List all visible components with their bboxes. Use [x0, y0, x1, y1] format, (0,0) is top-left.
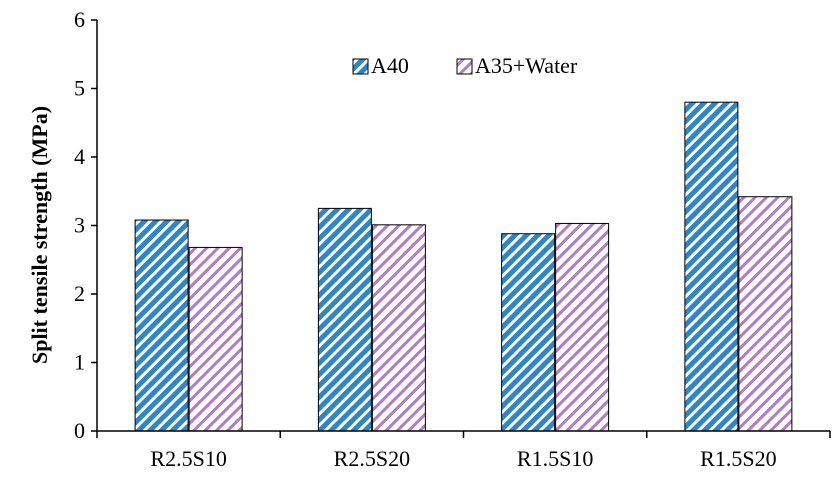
bar-a35-water-r2-5s10 [188, 246, 243, 432]
bar-a40-r1-5s10 [501, 233, 556, 432]
y-tick-label: 3 [74, 213, 85, 238]
legend-label: A40 [371, 53, 409, 78]
bar-a40-r2-5s10 [134, 219, 189, 432]
legend-label: A35+Water [475, 53, 578, 78]
y-tick-label: 5 [74, 76, 85, 101]
bars-layer [134, 101, 793, 432]
bar-a40-r2-5s20 [317, 207, 372, 432]
y-tick-label: 6 [74, 7, 85, 32]
x-tick-label: R1.5S10 [517, 446, 593, 471]
y-tick-label: 4 [74, 144, 85, 169]
x-tick-label: R1.5S20 [700, 446, 776, 471]
y-tick-label: 2 [74, 281, 85, 306]
bar-a35-water-r2-5s20 [371, 224, 426, 432]
legend: A40 A35+Water [352, 53, 578, 78]
y-axis-title: Split tensile strength (MPa) [27, 106, 52, 364]
legend-swatch-a35-water [456, 58, 473, 75]
x-tick-label: R2.5S10 [150, 446, 226, 471]
y-tick-label: 1 [74, 350, 85, 375]
x-tick-label: R2.5S20 [334, 446, 410, 471]
legend-swatch-a40 [352, 58, 369, 75]
bar-a35-water-r1-5s20 [738, 196, 793, 432]
axes-layer: R2.5S10 R2.5S20 R1.5S10 R1.5S20 0 1 2 3 4 5 6 [74, 7, 831, 471]
bar-a35-water-r1-5s10 [555, 222, 610, 432]
y-tick-label: 0 [74, 418, 85, 443]
bar-a40-r1-5s20 [684, 101, 739, 432]
